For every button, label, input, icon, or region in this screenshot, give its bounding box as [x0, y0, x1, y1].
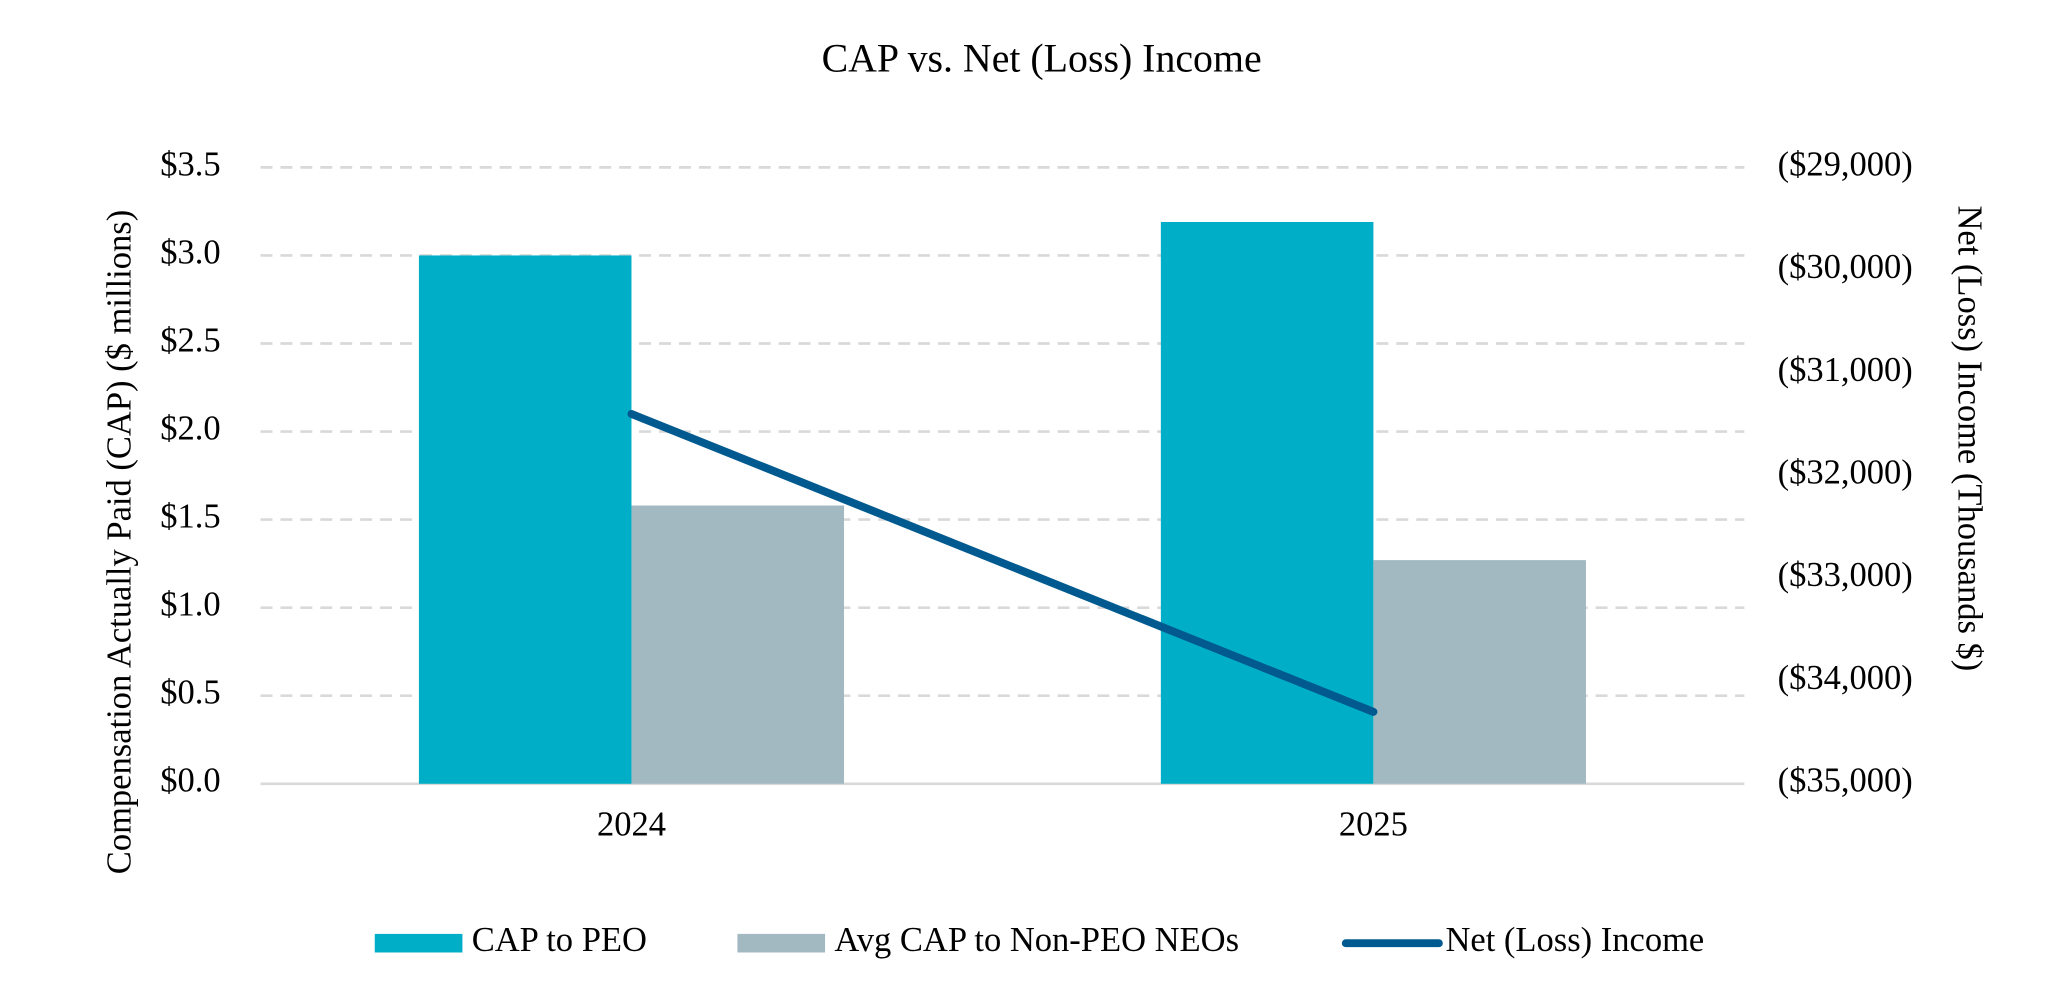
- y2-tick-label: ($30,000): [1778, 248, 1913, 286]
- y-tick-label: $1.5: [160, 498, 220, 536]
- y-tick-label: $2.5: [160, 321, 220, 359]
- y2-tick-label: ($33,000): [1778, 556, 1913, 594]
- chart-title: CAP vs. Net (Loss) Income: [822, 36, 1262, 81]
- line-series: [627, 409, 1378, 716]
- legend-label: Avg CAP to Non-PEO NEOs: [834, 921, 1239, 959]
- bar: [1373, 560, 1586, 784]
- y-tick-label: $3.0: [160, 233, 220, 271]
- y-tick-label: $2.0: [160, 409, 220, 447]
- y2-tick-label: ($34,000): [1778, 659, 1913, 697]
- legend-label: CAP to PEO: [472, 921, 647, 959]
- y2-tick-label: ($32,000): [1778, 454, 1913, 492]
- legend-label: Net (Loss) Income: [1445, 921, 1704, 959]
- y-tick-label: $1.0: [160, 586, 220, 624]
- legend-swatch: [737, 933, 826, 953]
- y2-tick-label: ($35,000): [1778, 762, 1913, 800]
- y-tick-label: $0.0: [160, 762, 220, 800]
- y-tick-label: $3.5: [160, 145, 220, 183]
- y2-tick-label: ($31,000): [1778, 351, 1913, 389]
- y-axis-title: Compensation Actually Paid (CAP) ($ mill…: [100, 210, 138, 874]
- bar: [1160, 221, 1374, 784]
- y-tick-label: $0.5: [160, 674, 220, 712]
- bar: [631, 505, 845, 784]
- x-tick-label: 2025: [1339, 806, 1408, 844]
- y2-tick-label: ($29,000): [1778, 145, 1913, 183]
- y2-axis-title: Net (Loss) Income (Thousands $): [1950, 205, 1988, 671]
- bar: [418, 255, 632, 784]
- legend-swatch: [374, 933, 463, 953]
- x-tick-label: 2024: [597, 806, 666, 844]
